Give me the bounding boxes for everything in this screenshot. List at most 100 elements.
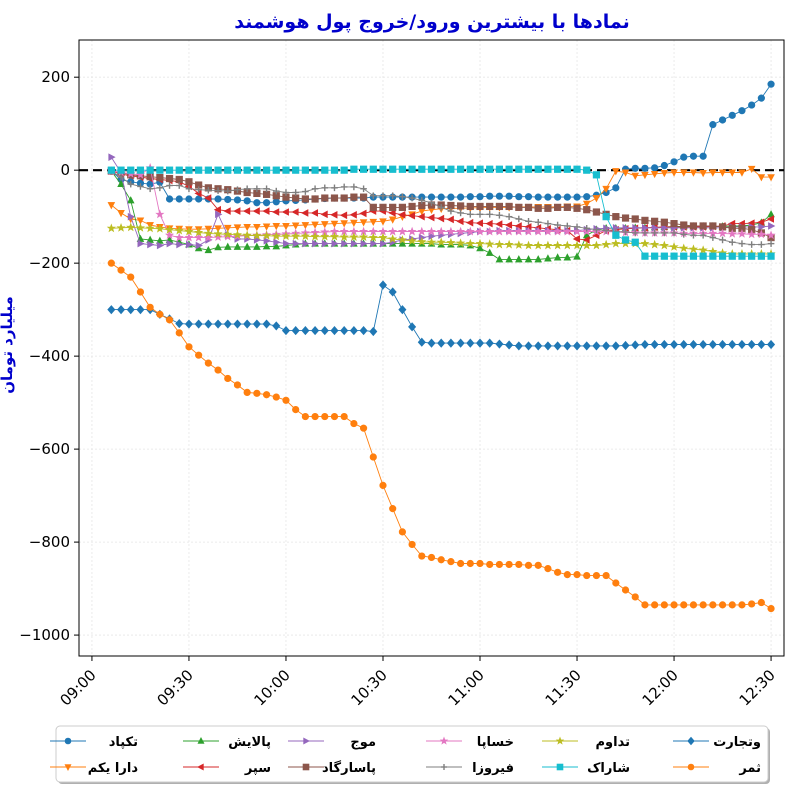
data-point: [369, 326, 378, 337]
data-point: [670, 601, 678, 609]
data-point: [670, 339, 679, 350]
data-point: [321, 184, 329, 192]
data-point: [583, 224, 591, 232]
data-point: [465, 226, 475, 236]
data-point: [388, 216, 397, 224]
data-point: [651, 229, 658, 237]
data-point: [194, 319, 203, 329]
data-point: [496, 211, 503, 219]
data-point: [300, 231, 310, 241]
data-point: [358, 232, 369, 242]
data-point: [524, 203, 533, 211]
data-point: [340, 194, 348, 202]
data-point: [252, 230, 262, 240]
data-point: [156, 310, 164, 318]
data-point: [64, 764, 72, 771]
data-point: [253, 242, 261, 250]
data-point: [233, 207, 241, 215]
data-point: [311, 185, 319, 193]
data-point: [291, 222, 300, 230]
data-point: [523, 226, 534, 236]
data-point: [553, 341, 562, 351]
data-point: [495, 255, 504, 263]
data-point: [525, 218, 532, 225]
data-point: [650, 339, 659, 350]
data-point: [524, 255, 533, 263]
data-point: [687, 763, 695, 771]
data-point: [757, 94, 765, 102]
data-point: [427, 165, 436, 173]
data-point: [699, 339, 708, 350]
data-point: [767, 174, 775, 182]
data-point: [223, 224, 232, 233]
data-point: [690, 231, 697, 239]
data-point: [398, 305, 407, 315]
data-point: [437, 165, 445, 173]
data-point: [611, 341, 620, 351]
data-point: [175, 319, 184, 329]
data-point: [515, 165, 523, 173]
data-point: [621, 586, 630, 594]
data-point: [767, 252, 775, 260]
data-point: [457, 193, 465, 201]
data-point: [738, 169, 746, 177]
data-point: [320, 221, 329, 229]
data-point: [253, 223, 261, 232]
data-point: [117, 305, 126, 315]
data-point: [330, 220, 339, 228]
data-point: [388, 234, 398, 243]
data-point: [602, 213, 610, 221]
data-point: [495, 220, 503, 228]
data-point: [408, 202, 416, 211]
data-point: [271, 231, 281, 241]
data-point: [302, 188, 309, 195]
data-point: [641, 229, 649, 237]
data-point: [485, 338, 494, 348]
data-point: [495, 192, 504, 200]
data-point: [185, 195, 193, 203]
data-point: [679, 243, 689, 253]
data-point: [699, 170, 707, 178]
data-point: [572, 341, 582, 351]
data-point: [718, 601, 727, 609]
data-point: [107, 259, 115, 267]
data-point: [523, 240, 534, 250]
data-point: [301, 166, 309, 174]
data-point: [436, 226, 446, 236]
data-point: [748, 600, 756, 608]
data-point: [359, 219, 368, 227]
data-point: [602, 341, 611, 351]
data-point: [234, 186, 241, 193]
data-point: [441, 764, 447, 770]
data-point: [272, 198, 280, 206]
data-point: [748, 252, 756, 260]
data-point: [717, 228, 728, 238]
data-point: [135, 222, 146, 232]
data-point: [534, 204, 542, 212]
data-point: [243, 242, 251, 250]
data-point: [476, 211, 484, 218]
data-point: [456, 338, 465, 348]
data-point: [186, 240, 194, 249]
data-point: [564, 222, 571, 230]
data-point: [340, 166, 348, 174]
data-point: [197, 763, 204, 771]
data-point: [534, 218, 542, 226]
data-point: [252, 319, 261, 329]
data-point: [592, 571, 601, 580]
data-point: [660, 339, 669, 350]
data-point: [533, 240, 543, 250]
legend-label: تکپاد: [109, 735, 138, 750]
data-point: [398, 165, 406, 173]
plot-frame: [78, 39, 785, 657]
data-point: [689, 252, 698, 260]
data-point: [136, 288, 145, 296]
data-point: [456, 217, 464, 226]
data-point: [145, 223, 155, 233]
data-point: [631, 593, 639, 601]
data-point: [194, 227, 204, 237]
data-point: [446, 237, 456, 247]
data-point: [631, 340, 640, 350]
data-point: [515, 215, 523, 223]
data-point: [766, 230, 776, 240]
